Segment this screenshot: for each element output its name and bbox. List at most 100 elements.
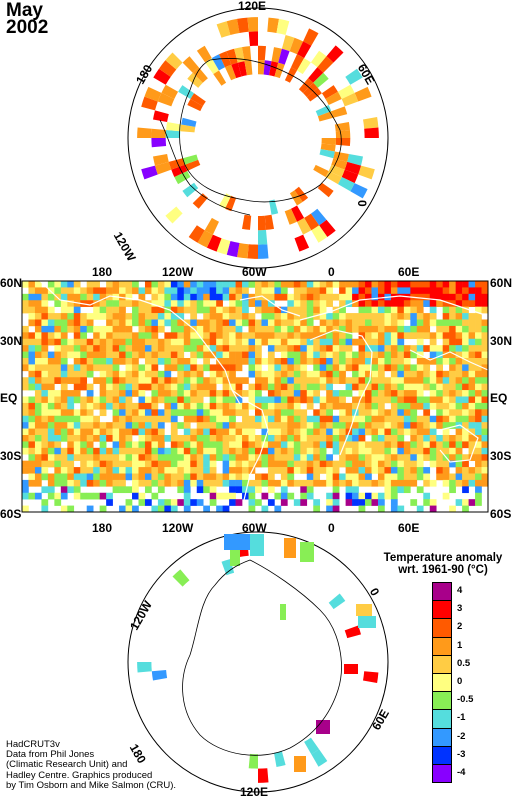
anomaly-cell [293, 422, 301, 429]
anomaly-cell [261, 460, 269, 468]
anomaly-cell [423, 345, 431, 352]
anomaly-cell [390, 422, 398, 429]
anomaly-cell [203, 454, 210, 461]
anomaly-cell [209, 338, 217, 346]
anomaly-cell [255, 358, 262, 365]
anomaly-cell [153, 68, 171, 85]
anomaly-cell [306, 479, 314, 487]
anomaly-cell [255, 447, 262, 455]
anomaly-cell [132, 415, 139, 423]
anomaly-cell [106, 428, 113, 436]
anomaly-cell [125, 499, 133, 506]
anomaly-cell [429, 460, 437, 468]
anomaly-cell [41, 364, 49, 372]
anomaly-cell [86, 428, 94, 436]
anomaly-cell [157, 338, 165, 346]
anomaly-cell [429, 377, 437, 384]
anomaly-cell [475, 390, 482, 397]
anomaly-cell [449, 460, 456, 468]
anomaly-cell [390, 325, 398, 333]
anomaly-cell [28, 435, 36, 442]
anomaly-cell [313, 338, 321, 346]
anomaly-cell [449, 486, 456, 494]
anomaly-cell [235, 435, 243, 442]
anomaly-cell [22, 306, 29, 314]
anomaly-cell [177, 422, 185, 429]
anomaly-cell [462, 454, 469, 461]
anomaly-cell [481, 377, 489, 384]
anomaly-cell [151, 492, 159, 500]
anomaly-cell [151, 447, 159, 455]
anomaly-cell [80, 402, 88, 410]
anomaly-cell [216, 441, 223, 449]
anomaly-cell [352, 358, 359, 365]
anomaly-cell [67, 287, 75, 295]
anomaly-cell [442, 351, 450, 359]
anomaly-cell [300, 345, 308, 352]
anomaly-cell [41, 332, 49, 340]
anomaly-cell [28, 287, 36, 295]
anomaly-cell [242, 46, 252, 62]
anomaly-cell [183, 300, 191, 307]
anomaly-cell [106, 338, 113, 346]
anomaly-cell [196, 345, 204, 352]
anomaly-cell [287, 313, 295, 320]
anomaly-cell [47, 338, 55, 346]
anomaly-cell [157, 447, 165, 455]
anomaly-cell [339, 428, 346, 436]
anomaly-cell [22, 409, 29, 417]
anomaly-cell [157, 358, 165, 365]
anomaly-cell [41, 447, 49, 455]
anomaly-cell [132, 473, 139, 481]
anomaly-cell [481, 460, 489, 468]
anomaly-cell [222, 460, 230, 468]
anomaly-cell [403, 473, 411, 481]
anomaly-cell [403, 396, 411, 404]
anomaly-cell [352, 415, 359, 423]
anomaly-cell [242, 338, 249, 346]
anomaly-cell [293, 479, 301, 487]
anomaly-cell [352, 364, 359, 372]
anomaly-cell [203, 338, 210, 346]
anomaly-cell [429, 306, 437, 314]
anomaly-cell [255, 325, 262, 333]
anomaly-cell [449, 332, 456, 340]
anomaly-cell [157, 422, 165, 429]
anomaly-cell [397, 287, 405, 295]
anomaly-cell [170, 505, 178, 513]
anomaly-cell [397, 313, 405, 320]
anomaly-cell [67, 441, 75, 449]
anomaly-cell [132, 338, 139, 346]
anomaly-cell [358, 293, 366, 301]
anomaly-cell [326, 332, 333, 340]
anomaly-cell [358, 479, 366, 487]
anomaly-cell [390, 281, 398, 288]
anomaly-cell [144, 383, 152, 391]
anomaly-cell [371, 364, 379, 372]
anomaly-cell [287, 409, 295, 417]
anomaly-cell [209, 409, 217, 417]
anomaly-cell [209, 479, 217, 487]
anomaly-cell [319, 219, 336, 237]
anomaly-cell [144, 370, 152, 378]
anomaly-cell [280, 281, 288, 288]
anomaly-cell [106, 454, 113, 461]
anomaly-cell [436, 390, 443, 397]
anomaly-cell [161, 84, 179, 99]
anomaly-cell [112, 377, 120, 384]
anomaly-cell [300, 460, 308, 468]
anomaly-cell [468, 441, 476, 449]
anomaly-cell [132, 486, 139, 494]
anomaly-cell [28, 460, 36, 468]
anomaly-cell [297, 41, 312, 59]
anomaly-cell [436, 422, 443, 429]
anomaly-cell [384, 473, 392, 481]
anomaly-cell [73, 435, 81, 442]
credits-line: HadCRUT3v [6, 739, 60, 750]
anomaly-cell [248, 499, 256, 506]
anomaly-cell [235, 345, 243, 352]
anomaly-cell [306, 467, 314, 474]
anomaly-cell [138, 415, 146, 423]
anomaly-cell [352, 351, 359, 359]
anomaly-cell [390, 435, 398, 442]
